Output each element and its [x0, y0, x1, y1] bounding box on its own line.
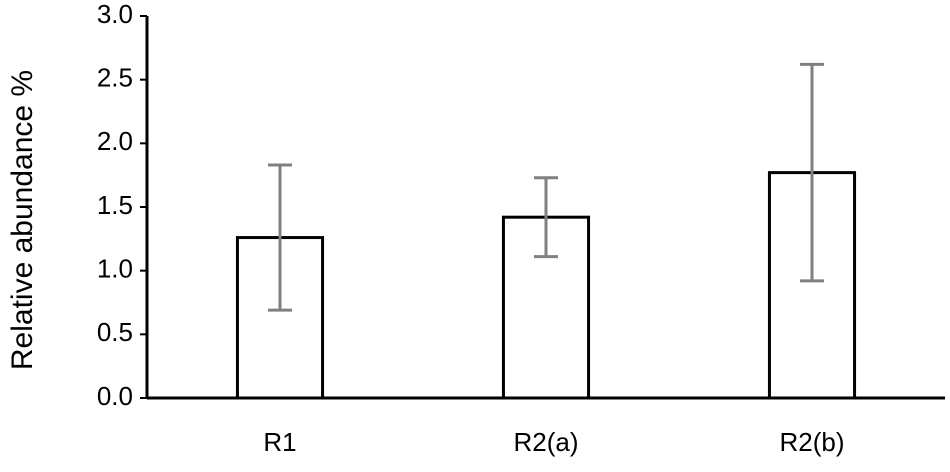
y-tick-label: 3.0	[97, 0, 133, 29]
y-tick-label: 2.5	[97, 63, 133, 93]
error-bar	[268, 163, 292, 312]
y-tick-label: 2.0	[97, 126, 133, 156]
y-tick-label: 1.0	[97, 254, 133, 284]
x-tick-label: R1	[263, 427, 296, 457]
y-tick-label: 0.0	[97, 381, 133, 411]
y-tick-label: 0.5	[97, 317, 133, 347]
y-axis-label: Relative abundance %	[6, 70, 39, 370]
error-bar	[800, 62, 824, 283]
x-tick-label: R2(b)	[779, 427, 844, 457]
error-bar	[534, 176, 558, 259]
y-tick-label: 1.5	[97, 190, 133, 220]
x-tick-label: R2(a)	[513, 427, 578, 457]
